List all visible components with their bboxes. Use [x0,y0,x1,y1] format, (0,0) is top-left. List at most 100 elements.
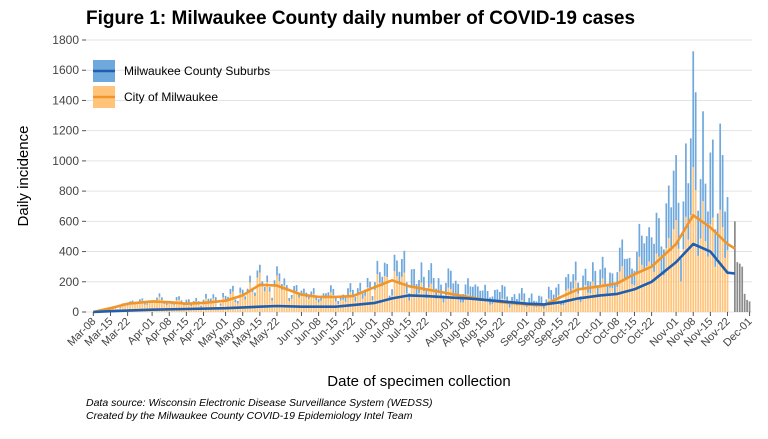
suburbs-bar [344,297,347,302]
suburbs-bar [423,276,425,292]
city-bar [472,298,474,312]
y-tick-label: 1000 [52,154,79,168]
suburbs-bar [481,290,484,302]
suburbs-bar [645,236,648,267]
suburbs-bar [320,296,322,301]
suburbs-bar [704,183,707,242]
city-bar [516,305,518,312]
city-bar [486,301,489,312]
city-bar [614,294,616,312]
suburbs-bar [638,223,641,257]
city-bar [518,302,521,312]
suburbs-bar [229,288,232,295]
suburbs-bar [623,258,626,279]
city-bar [141,300,144,312]
city-bar [374,289,376,312]
suburbs-bar [175,297,178,301]
city-bar [721,227,724,312]
city-bar [151,302,153,312]
city-bar [187,302,190,312]
suburbs-bar [643,243,646,271]
suburbs-bar [202,299,205,303]
credit-note: Created by the Milwaukee County COVID-19… [86,410,413,422]
city-bar [207,302,210,312]
city-bar [724,257,726,312]
city-bar [494,300,496,312]
suburbs-bar [352,289,354,297]
city-bar [185,302,188,312]
suburbs-bar [707,211,709,257]
suburbs-bar [621,239,624,267]
suburbs-bar [437,278,440,293]
suburbs-bar [697,210,699,256]
recent-bar [738,263,741,312]
city-bar [719,209,722,312]
suburbs-bar [266,275,269,283]
suburbs-bar [614,284,616,295]
suburbs-bar [214,297,217,301]
suburbs-bar [263,286,266,292]
city-bar [126,305,129,312]
suburbs-bar [609,272,611,288]
city-bar [474,297,477,312]
suburbs-bar [523,293,526,303]
suburbs-bar [288,297,291,302]
city-bar [645,266,648,312]
y-tick-label: 800 [59,184,79,198]
city-bar [658,256,660,312]
city-bar [401,276,403,312]
suburbs-bar [449,270,452,289]
suburbs-bar [371,296,374,301]
city-bar [633,285,636,312]
city-bar [667,237,670,312]
suburbs-bar [339,295,342,301]
city-bar [371,300,374,312]
suburbs-bar [454,280,457,295]
suburbs-bar [680,258,682,282]
city-bar [163,303,166,312]
city-bar [388,300,391,312]
suburbs-bar [158,293,161,297]
city-bar [349,292,352,312]
suburbs-bar [658,218,660,257]
city-bar [386,276,389,312]
suburbs-bar [596,285,599,296]
suburbs-bar [626,258,628,279]
city-bar [611,288,614,312]
suburbs-bar [726,197,729,251]
city-bar [305,297,308,312]
y-tick-label: 1800 [52,33,79,47]
city-bar [711,217,714,312]
suburbs-bar [518,293,521,303]
data-source-note: Data source: Wisconsin Electronic Diseas… [86,397,433,409]
suburbs-bar [364,289,366,296]
suburbs-bar [457,283,460,297]
city-bar [621,266,624,312]
city-bar [143,304,146,312]
city-bar [427,287,430,312]
suburbs-bar [503,286,506,300]
suburbs-bar [552,294,555,303]
suburbs-bar [222,292,224,298]
city-bar [263,291,266,312]
city-bar [254,295,256,312]
suburbs-bar [545,299,548,306]
suburbs-bar [709,152,712,225]
city-bar [467,294,469,312]
city-bar [533,306,535,312]
city-bar [445,295,447,312]
city-bar [229,294,232,312]
city-average-line [93,214,736,314]
suburbs-bar [498,291,501,302]
city-bar [369,289,371,312]
suburbs-bar [719,123,722,210]
suburbs-bar [408,293,411,301]
city-bar [547,298,550,312]
city-bar [650,267,653,312]
city-bar [251,292,254,312]
suburbs-bar [689,138,692,216]
city-bar [408,300,411,312]
city-bar [618,271,621,312]
city-bar [410,286,413,312]
city-bar [579,302,582,312]
